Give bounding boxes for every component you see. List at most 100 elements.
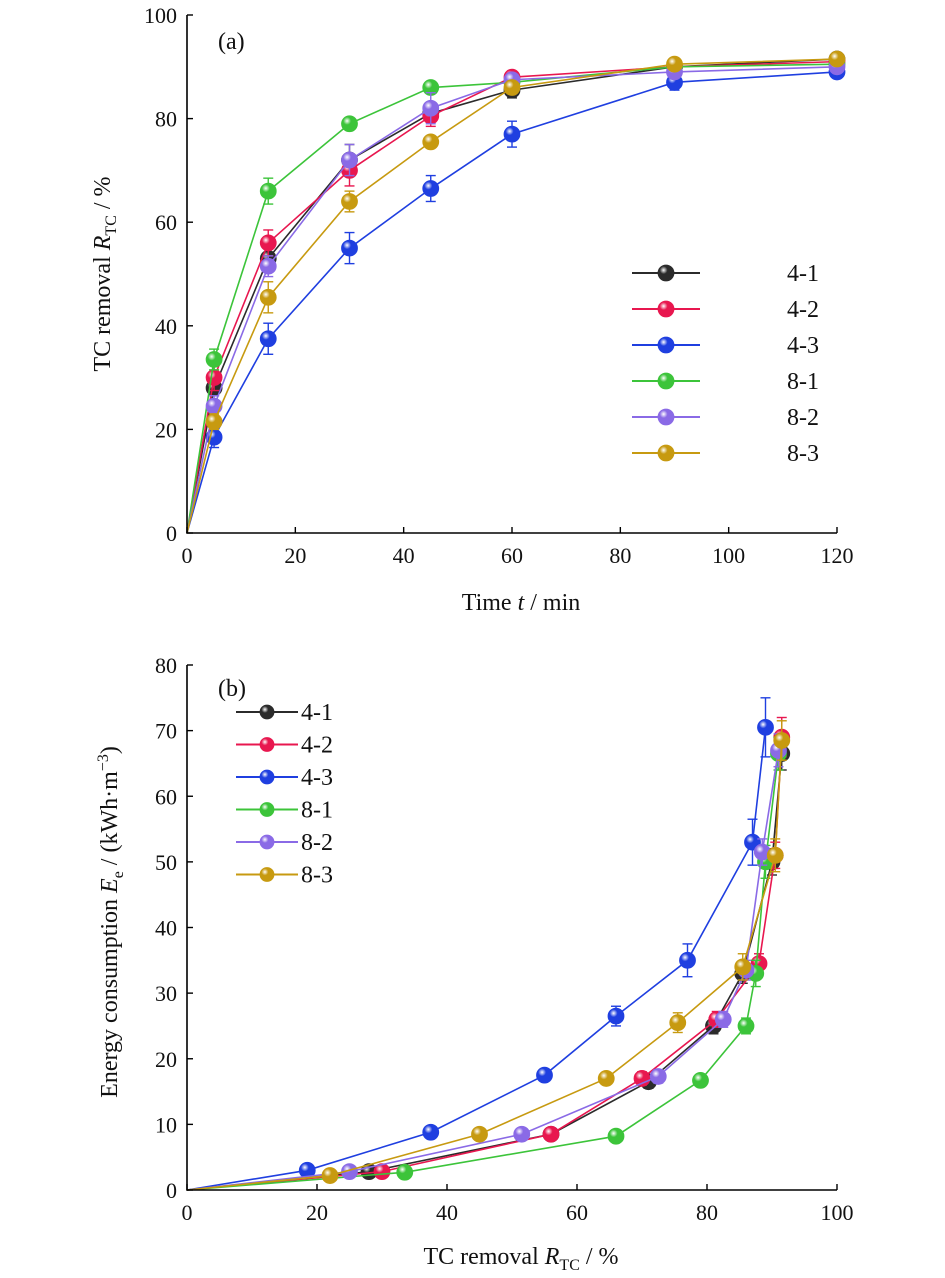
y-tick-label-b-8: 80 xyxy=(155,653,177,678)
data-point-a-4-2-2 xyxy=(259,234,277,252)
data-point-b-8-2-2 xyxy=(513,1125,531,1143)
data-point-a-8-3-6 xyxy=(666,55,683,73)
legend-marker-b-4-2 xyxy=(259,737,275,752)
data-point-b-8-3-3 xyxy=(597,1070,615,1087)
x-tick-label-b-2: 40 xyxy=(436,1200,458,1225)
data-point-a-8-2-3 xyxy=(341,151,358,169)
legend-marker-a-8-2 xyxy=(657,408,675,426)
y-tick-label-a-0: 0 xyxy=(166,521,177,546)
series-b-8-3 xyxy=(186,720,791,1191)
x-tick-label-b-1: 20 xyxy=(306,1200,328,1225)
y-tick-label-a-3: 60 xyxy=(155,210,177,235)
x-tick-label-a-3: 60 xyxy=(501,543,523,568)
legend-label-b-4-3: 4-3 xyxy=(301,765,333,791)
ticks-b: 0 20 40 60 80 100 0 10 20 30 40 50 60 70 80 xyxy=(155,653,854,1225)
data-point-b-8-3-1 xyxy=(321,1167,339,1184)
legend-marker-b-4-1 xyxy=(259,704,275,720)
y-axis-title-a: TC removal RTC / % xyxy=(90,176,120,371)
y-tick-label-b-3: 30 xyxy=(155,981,177,1006)
series-line-b-8-3 xyxy=(186,740,783,1191)
legend-label-a-4-3: 4-3 xyxy=(787,333,819,359)
series-line-b-4-1 xyxy=(186,753,783,1191)
legend-a: 4-1 4-2 4-3 8-1 8-2 8-3 xyxy=(632,261,819,467)
legend-label-b-8-2: 8-2 xyxy=(301,830,333,856)
x-tick-label-a-6: 120 xyxy=(821,543,854,568)
data-point-a-8-1-3 xyxy=(341,115,358,133)
series-line-b-8-2 xyxy=(186,750,780,1191)
legend-marker-b-8-3 xyxy=(259,867,275,882)
data-point-a-8-1-1 xyxy=(205,351,223,368)
plot-area-b xyxy=(186,697,791,1191)
series-a-4-2 xyxy=(186,53,846,534)
data-point-a-8-2-1 xyxy=(205,397,223,415)
legend-marker-b-8-2 xyxy=(259,834,275,850)
x-tick-label-a-4: 80 xyxy=(609,543,631,568)
data-point-a-4-3-4 xyxy=(422,180,440,197)
y-axis-title-b: Energy consumption Ee / (kWh·m−3) xyxy=(95,746,127,1098)
legend-label-b-4-2: 4-2 xyxy=(301,733,333,759)
series-line-a-8-1 xyxy=(186,63,838,534)
x-tick-label-a-0: 0 xyxy=(182,543,193,568)
legend-label-b-4-1: 4-1 xyxy=(301,700,333,726)
data-point-b-4-3-7 xyxy=(757,718,774,736)
legend-label-b-8-3: 8-3 xyxy=(301,863,333,889)
data-point-b-8-3-4 xyxy=(669,1014,687,1032)
y-tick-label-a-4: 80 xyxy=(155,107,177,132)
y-tick-label-b-2: 20 xyxy=(155,1047,177,1072)
legend-b: 4-1 4-2 4-3 8-1 8-2 8-3 xyxy=(236,700,333,889)
x-axis-title-a: Time t / min xyxy=(462,590,581,616)
legend-label-a-8-2: 8-2 xyxy=(787,405,819,431)
legend-label-b-8-1: 8-1 xyxy=(301,798,333,824)
y-tick-label-b-0: 0 xyxy=(166,1178,177,1203)
data-point-b-8-1-3 xyxy=(692,1072,709,1089)
data-point-a-4-3-3 xyxy=(341,239,358,257)
data-point-a-4-2-1 xyxy=(205,369,223,387)
data-point-b-4-3-5 xyxy=(679,951,696,969)
series-a-8-3 xyxy=(186,50,846,534)
panel-label-a: (a) xyxy=(218,29,245,55)
series-a-4-1 xyxy=(186,50,846,534)
ticks-a: 0 20 40 60 80 100 120 0 20 40 60 80 100 xyxy=(144,3,854,568)
legend-label-a-8-1: 8-1 xyxy=(787,369,819,395)
series-line-a-8-2 xyxy=(186,66,838,534)
data-point-b-4-3-2 xyxy=(422,1123,440,1141)
x-tick-label-a-5: 100 xyxy=(712,543,745,568)
x-tick-label-b-5: 100 xyxy=(821,1200,854,1225)
data-point-b-4-3-4 xyxy=(607,1007,625,1025)
panel-label-b: (b) xyxy=(218,676,246,702)
chart-panel-b: 0 20 40 60 80 100 0 10 20 30 40 50 60 70 80 (b) TC rem… xyxy=(95,653,854,1274)
y-tick-label-b-5: 50 xyxy=(155,850,177,875)
series-a-4-3 xyxy=(186,63,846,534)
legend-marker-a-4-1 xyxy=(657,264,675,282)
legend-label-a-4-2: 4-2 xyxy=(787,297,819,323)
y-tick-label-a-5: 100 xyxy=(144,3,177,28)
data-point-b-4-2-2 xyxy=(542,1125,560,1143)
legend-marker-b-8-1 xyxy=(259,802,275,817)
plot-area-a xyxy=(186,50,846,534)
legend-marker-a-4-3 xyxy=(657,336,675,354)
x-tick-label-b-4: 80 xyxy=(696,1200,718,1225)
series-b-4-2 xyxy=(186,716,791,1191)
data-point-b-8-1-4 xyxy=(737,1017,755,1035)
x-tick-label-a-2: 40 xyxy=(393,543,415,568)
data-point-b-8-3-6 xyxy=(766,846,784,864)
legend-marker-a-8-1 xyxy=(657,372,675,390)
series-b-4-3 xyxy=(186,697,774,1191)
y-tick-label-b-1: 10 xyxy=(155,1112,177,1137)
data-point-b-4-2-1 xyxy=(373,1163,391,1181)
data-point-a-8-2-2 xyxy=(259,257,277,275)
data-point-b-8-3-7 xyxy=(773,732,791,749)
data-point-b-8-1-2 xyxy=(607,1127,625,1145)
data-point-a-4-3-2 xyxy=(259,330,277,348)
data-point-b-8-1-1 xyxy=(396,1163,414,1181)
data-point-a-8-3-1 xyxy=(205,413,223,431)
x-tick-label-a-1: 20 xyxy=(284,543,306,568)
series-line-a-8-3 xyxy=(186,58,838,534)
data-point-b-4-3-3 xyxy=(536,1066,553,1084)
y-tick-label-b-7: 70 xyxy=(155,719,177,744)
legend-label-a-4-1: 4-1 xyxy=(787,261,819,287)
x-tick-label-b-0: 0 xyxy=(182,1200,193,1225)
data-point-a-8-1-2 xyxy=(259,182,277,200)
y-tick-label-b-6: 60 xyxy=(155,784,177,809)
